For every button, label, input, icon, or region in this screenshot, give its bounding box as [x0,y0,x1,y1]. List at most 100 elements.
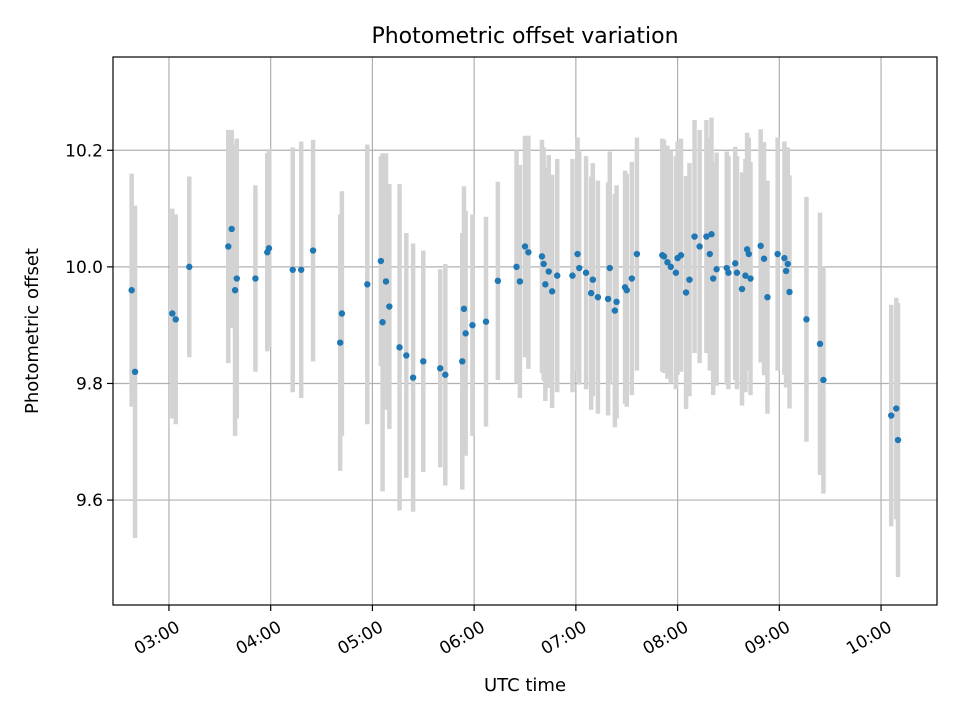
data-point [548,288,556,295]
data-point [231,286,239,294]
data-point [894,436,902,444]
data-point [664,259,671,266]
data-point [587,289,595,297]
data-point [760,255,768,262]
data-point [708,231,715,238]
data-point [888,412,895,419]
y-axis-ticks: 9.6 9.8 10.0 10.2 [65,141,113,511]
data-point [396,344,403,351]
data-point [611,307,619,314]
x-tick-label: 10:00 [843,617,895,659]
data-point [233,275,240,282]
data-point [774,250,781,258]
data-point [437,365,444,372]
data-point [606,264,613,272]
data-point [786,288,793,296]
data-point [691,233,698,240]
data-point [442,371,449,378]
y-tick-label: 9.8 [76,374,103,394]
data-point [469,321,476,329]
data-point [225,243,232,250]
data-point [709,275,717,282]
data-point [494,277,502,285]
plot-frame [112,56,938,606]
data-point [582,269,590,276]
data-point [623,286,630,294]
data-point [706,250,714,258]
data-point [569,272,576,279]
data-point [893,405,900,412]
data-point [733,269,741,276]
data-point [540,260,547,268]
data-point [131,368,139,376]
data-point [403,352,410,359]
data-point [682,289,690,296]
data-point [460,305,468,313]
data-point [628,275,636,282]
data-point [172,316,179,323]
x-tick-label: 06:00 [436,617,488,659]
data-point [782,267,790,275]
x-tick-label: 05:00 [334,617,386,659]
chart-title: Photometric offset variation [371,24,678,49]
data-point [513,263,520,271]
data-point [538,253,546,260]
data-point [377,257,385,265]
data-point [784,260,791,268]
y-axis-label: Photometric offset [22,248,43,414]
x-tick-label: 09:00 [741,617,793,659]
data-point [482,318,490,325]
data-point [677,252,685,259]
data-point [252,275,259,282]
data-point [542,281,549,288]
data-point [747,275,754,282]
data-point [297,266,305,273]
data-point [462,330,469,337]
data-point [803,316,810,323]
data-point [816,340,824,348]
data-point [757,242,764,250]
data-point [745,250,753,258]
data-point [525,249,532,256]
error-bars [129,117,901,578]
data-point [820,376,827,384]
data-point [379,319,386,326]
data-point [554,272,561,279]
data-point [764,293,771,301]
data-point [732,260,739,267]
data-point [382,278,390,285]
data-point [364,281,371,288]
data-point [576,264,583,272]
data-point [667,263,675,271]
data-point [228,225,235,233]
x-tick-label: 03:00 [131,617,183,659]
data-point [713,266,720,273]
data-point [686,276,693,283]
y-tick-label: 10.0 [65,258,103,278]
data-point [521,243,529,250]
data-point [725,269,732,276]
x-axis-label: UTC time [484,675,566,696]
data-point [738,285,746,293]
data-point [420,358,427,365]
data-point [742,272,749,279]
data-point [309,247,317,254]
y-tick-label: 10.2 [65,141,103,161]
x-axis-ticks: 03:00 04:00 05:00 06:00 07:00 08:00 09:00 10:00 [131,605,896,659]
x-tick-label: 08:00 [640,617,692,659]
data-point [703,233,710,240]
data-point [459,358,466,365]
data-point [516,278,524,285]
data-point [574,250,581,258]
x-tick-label: 04:00 [233,617,285,659]
y-tick-label: 9.6 [76,491,103,511]
data-point [128,286,135,294]
data-point [660,253,668,260]
data-point [589,276,597,283]
data-point [613,298,620,306]
data-points [128,225,902,444]
data-point [265,245,273,252]
data-point [386,303,393,310]
data-point [781,254,788,262]
